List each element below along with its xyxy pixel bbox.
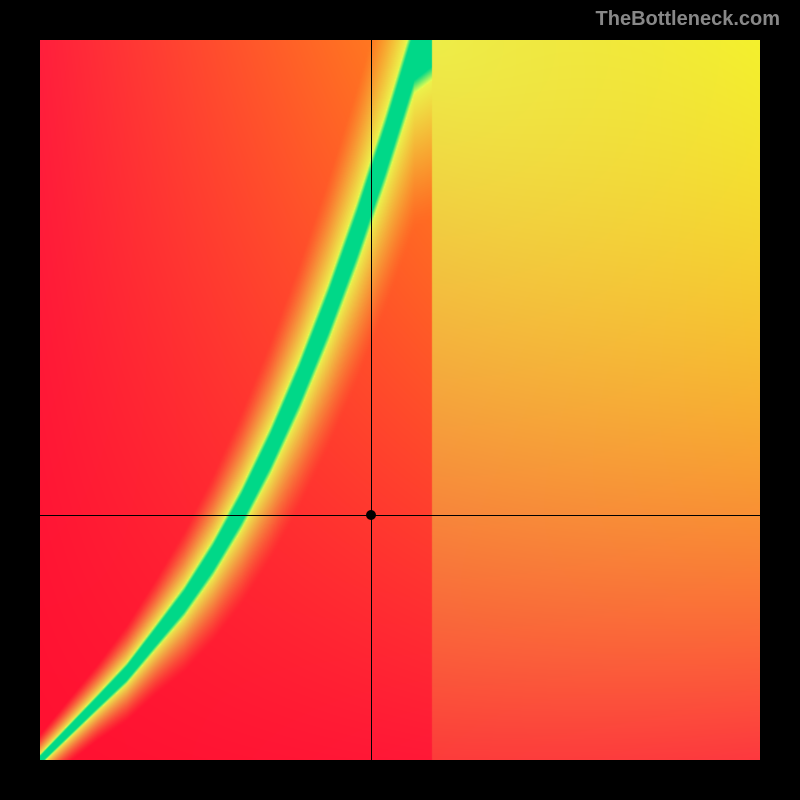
heatmap-chart	[40, 40, 760, 760]
watermark: TheBottleneck.com	[596, 8, 780, 31]
crosshair-vertical	[371, 40, 372, 760]
data-point	[366, 510, 376, 520]
crosshair-horizontal	[40, 515, 760, 516]
heatmap-canvas	[40, 40, 760, 760]
